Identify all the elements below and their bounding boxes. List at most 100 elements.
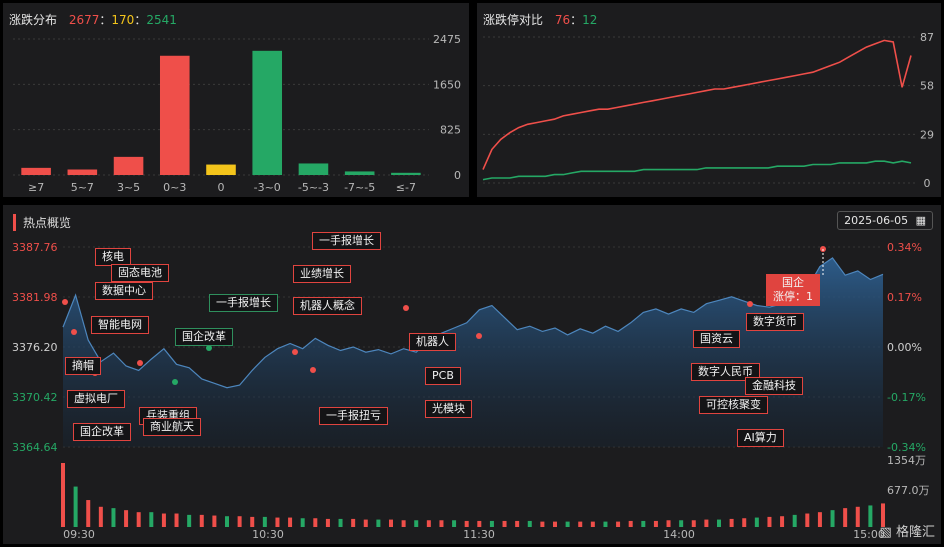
event-marker: [310, 367, 316, 373]
hot-tag[interactable]: 机器人: [409, 333, 456, 351]
dist-title-row: 涨跌分布 2677：170：2541: [9, 11, 177, 28]
volume-bar: [174, 513, 179, 527]
hot-tag[interactable]: 一手报扭亏: [319, 407, 388, 425]
hot-tag[interactable]: 可控核聚变: [699, 396, 768, 414]
volume-bar: [439, 520, 444, 527]
volume-bar: [149, 512, 154, 527]
volume-bar: [199, 514, 204, 527]
limit-series-line: [482, 39, 912, 170]
index-line: [62, 257, 884, 389]
volume-bar: [61, 463, 65, 527]
volume-bar: [300, 518, 305, 527]
dist-xtick: -3~0: [254, 181, 281, 194]
dist-xtick: 3~5: [117, 181, 140, 194]
volume-bar: [742, 518, 747, 527]
volume-bar: [843, 508, 848, 527]
hot-tag[interactable]: 数字人民币: [691, 363, 760, 381]
hot-tag[interactable]: 固态电池: [111, 264, 169, 282]
hot-tag[interactable]: 数据中心: [95, 282, 153, 300]
hot-tag[interactable]: 商业航天: [143, 418, 201, 436]
volume-bar: [86, 500, 91, 527]
dist-ytick: 2475: [433, 33, 461, 46]
volume-bar: [666, 520, 671, 527]
dist-sep-1: ：: [99, 13, 112, 27]
volume-bar: [578, 521, 583, 527]
volume-bar: [338, 518, 343, 527]
volume-tick: 1354万: [887, 454, 926, 467]
dist-sep-2: ：: [134, 13, 147, 27]
volume-bar: [805, 513, 810, 527]
volume-bar: [868, 505, 873, 527]
hot-xtick: 15:00: [853, 528, 885, 541]
hot-xtick: 09:30: [63, 528, 95, 541]
hot-tag[interactable]: PCB: [425, 367, 461, 385]
volume-bar: [414, 520, 419, 527]
hot-tag[interactable]: 国资云: [693, 330, 740, 348]
hot-ytick-right: 0.17%: [887, 291, 922, 304]
dist-ytick: 825: [440, 124, 461, 137]
hot-tag[interactable]: 国企 涨停：1: [766, 274, 820, 306]
volume-bar: [73, 486, 78, 527]
hot-xtick: 14:00: [663, 528, 695, 541]
hot-tag[interactable]: 国企改革: [175, 328, 233, 346]
volume-bar: [881, 503, 885, 527]
dist-bar: [298, 163, 329, 175]
hot-ytick-left: 3376.20: [12, 341, 58, 354]
volume-bar: [717, 519, 721, 527]
dist-bar: [206, 164, 236, 175]
hot-tag[interactable]: 机器人概念: [293, 297, 362, 315]
hot-ytick-left: 3387.76: [12, 241, 58, 254]
dist-ytick: 0: [454, 169, 461, 182]
limit-ytick: 0: [924, 177, 931, 190]
hot-ytick-left: 3364.64: [12, 441, 58, 454]
hot-tag[interactable]: 虚拟电厂: [67, 390, 125, 408]
hot-ytick-right: -0.34%: [887, 441, 926, 454]
hot-tag[interactable]: 摘帽: [65, 357, 101, 375]
hot-tag[interactable]: 光模块: [425, 400, 472, 418]
volume-bar: [187, 514, 192, 527]
volume-bar: [136, 512, 141, 527]
limit-up-count: 76: [554, 13, 571, 27]
limit-series-line: [482, 160, 912, 181]
volume-bar: [754, 517, 759, 527]
limit-title: 涨跌停对比: [483, 13, 544, 27]
dist-down-count: 2541: [146, 13, 177, 27]
dist-xtick: -7~-5: [344, 181, 375, 194]
dist-xtick: 5~7: [71, 181, 94, 194]
hot-tag[interactable]: AI算力: [737, 429, 784, 447]
volume-bar: [452, 520, 457, 527]
volume-bar: [212, 515, 217, 527]
hot-tag[interactable]: 国企改革: [73, 423, 131, 441]
hot-tag[interactable]: 一手报增长: [209, 294, 278, 312]
hot-xtick: 11:30: [463, 528, 495, 541]
hot-tag[interactable]: 一手报增长: [312, 232, 381, 250]
volume-bar: [603, 521, 608, 527]
volume-bar: [464, 520, 469, 527]
volume-bar: [313, 518, 318, 527]
limit-ytick: 58: [920, 80, 934, 93]
dist-flat-count: 170: [111, 13, 135, 27]
hot-tag[interactable]: 智能电网: [91, 316, 149, 334]
volume-tick: 677.0万: [887, 484, 930, 497]
dist-bar: [159, 55, 190, 175]
hot-ytick-right: 0.34%: [887, 241, 922, 254]
calendar-icon[interactable]: ▦: [915, 214, 926, 227]
limit-chart: 87 58 29 0: [482, 31, 934, 190]
hot-tag[interactable]: 金融科技: [745, 377, 803, 395]
hot-tag[interactable]: 数字货币: [746, 313, 804, 331]
hot-tag[interactable]: 业绩增长: [293, 265, 351, 283]
dist-chart: 2475 1650 825 0 ≥7 5~7 3~5 0~3 0 -3~0 -5~-3 -7~-5 ≤-…: [13, 33, 461, 194]
event-marker: [71, 329, 77, 335]
event-marker: [137, 360, 143, 366]
dist-ytick: 1650: [433, 78, 461, 91]
volume-bar: [262, 516, 267, 527]
dist-panel: 涨跌分布 2677：170：2541 2475 1650 825 0 ≥7 5~7 3~5 0…: [3, 3, 469, 197]
date-picker[interactable]: 2025-06-05 ▦: [837, 211, 933, 230]
limit-ytick: 87: [920, 31, 934, 44]
volume-bar: [502, 520, 507, 527]
hot-xtick: 10:30: [252, 528, 284, 541]
event-marker: [476, 333, 482, 339]
volume-bar: [540, 521, 545, 527]
volume-bar: [565, 521, 570, 527]
limit-down-count: 12: [582, 13, 598, 27]
